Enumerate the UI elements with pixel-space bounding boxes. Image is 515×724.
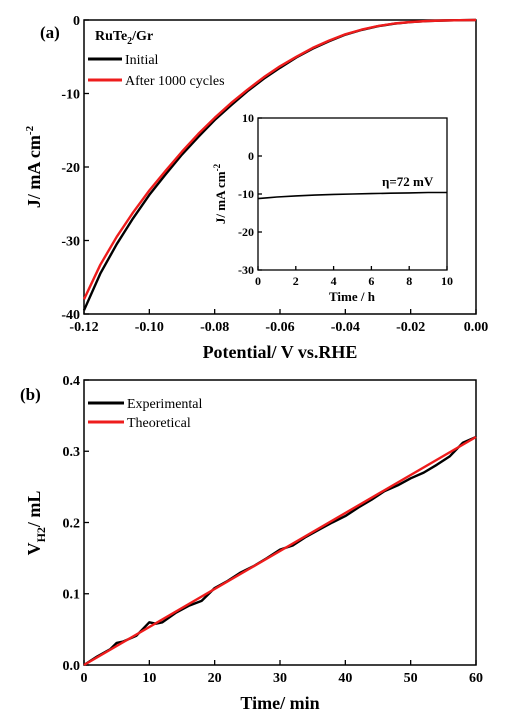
panel-b-y-axis-label-main: V xyxy=(24,542,44,555)
panel-a-y-tick-label: -20 xyxy=(61,161,80,176)
inset-x-tick-label: 8 xyxy=(406,274,412,288)
inset-x-tick-label: 4 xyxy=(331,274,337,288)
panel-a-x-tick-label: -0.10 xyxy=(135,320,164,335)
panel-b-x-tick-label: 10 xyxy=(142,671,156,686)
panel-b-legend: Experimental Theoretical xyxy=(88,397,203,431)
panel-b-y-ticks: 0.0 0.1 0.2 0.3 0.4 xyxy=(63,374,89,674)
panel-a-y-tick-label: -10 xyxy=(61,87,80,102)
panel-b-y-axis-label-rest: / mL xyxy=(24,491,44,529)
inset-y-axis-label: J/ mA cm-2 xyxy=(212,163,228,224)
panel-b-x-ticks: 0 10 20 30 40 50 60 xyxy=(81,660,483,686)
inset-x-tick-label: 2 xyxy=(293,274,299,288)
panel-b-x-axis-label: Time/ min xyxy=(240,693,319,713)
panel-a-legend-label-initial: Initial xyxy=(125,53,159,68)
inset-x-tick-label: 0 xyxy=(255,274,261,288)
panel-a: (a) -0.12 -0.10 -0.08 -0.06 -0.04 -0.02 0.00 -… xyxy=(24,14,488,362)
panel-b-y-tick-label: 0.4 xyxy=(63,374,81,389)
inset-y-tick-label: 10 xyxy=(242,111,254,125)
panel-b-series xyxy=(83,435,477,667)
panel-b-x-tick-label: 20 xyxy=(208,671,222,686)
panel-a-legend-title: RuTe2/Gr xyxy=(95,29,153,47)
panel-a-legend-title-rest: /Gr xyxy=(131,29,153,44)
panel-a-legend-label-after: After 1000 cycles xyxy=(125,74,225,89)
inset-y-tick-label: 0 xyxy=(248,149,254,163)
panel-a-x-ticks: -0.12 -0.10 -0.08 -0.06 -0.04 -0.02 0.00 xyxy=(69,309,488,335)
inset-y-axis-label-main: J/ mA cm xyxy=(213,171,228,224)
panel-a-series-line-1 xyxy=(82,18,477,300)
panel-b-y-tick-label: 0.2 xyxy=(63,516,81,531)
panel-b-series-line-1 xyxy=(83,435,477,667)
panel-a-x-tick-label: -0.08 xyxy=(200,320,229,335)
panel-a-y-axis-label: J/ mA cm-2 xyxy=(24,125,44,208)
inset-x-tick-label: 6 xyxy=(368,274,374,288)
inset-annotation: η=72 mV xyxy=(382,174,434,189)
panel-b-label: (b) xyxy=(20,385,41,404)
inset-x-tick-label: 10 xyxy=(441,274,453,288)
panel-a-y-tick-label: 0 xyxy=(73,14,80,29)
panel-b-legend-label-experimental: Experimental xyxy=(127,397,203,412)
panel-b-y-tick-label: 0.0 xyxy=(63,659,81,674)
inset-y-ticks: -30 -20 -10 0 10 xyxy=(238,111,262,277)
panel-b-y-tick-label: 0.1 xyxy=(63,588,81,603)
panel-a-x-tick-label: -0.04 xyxy=(331,320,360,335)
panel-a-legend-title-main: RuTe xyxy=(95,29,127,44)
panel-b-y-tick-label: 0.3 xyxy=(63,445,81,460)
panel-b-legend-label-theoretical: Theoretical xyxy=(127,416,191,431)
inset-y-tick-label: -10 xyxy=(238,187,254,201)
panel-b-y-axis-label-sub: H2 xyxy=(34,527,48,542)
inset-series xyxy=(257,191,447,200)
inset-x-axis-label: Time / h xyxy=(329,289,376,304)
panel-a-label: (a) xyxy=(40,23,60,42)
panel-a-legend-title-sub: 2 xyxy=(127,36,132,47)
panel-a-inset: 0 2 4 6 8 10 -30 -20 -10 0 10 η=72 mV Time / h J/… xyxy=(212,111,453,304)
inset-y-axis-label-sup: -2 xyxy=(212,163,222,171)
panel-a-x-tick-label: -0.06 xyxy=(265,320,294,335)
panel-b-y-axis-label: VH2/ mL xyxy=(24,491,48,556)
panel-a-y-tick-label: -30 xyxy=(61,234,80,249)
panel-a-y-tick-label: -40 xyxy=(61,308,80,323)
panel-a-y-axis-label-sup: -2 xyxy=(24,125,36,135)
inset-y-tick-label: -30 xyxy=(238,263,254,277)
panel-a-x-tick-label: -0.12 xyxy=(69,320,98,335)
panel-b-x-tick-label: 40 xyxy=(338,671,352,686)
inset-series-line-0 xyxy=(257,191,447,200)
panel-a-x-tick-label: -0.02 xyxy=(396,320,425,335)
inset-y-tick-label: -20 xyxy=(238,225,254,239)
panel-b-x-tick-label: 50 xyxy=(404,671,418,686)
panel-a-x-tick-label: 0.00 xyxy=(464,320,489,335)
panel-b: (b) 0 10 20 30 40 50 60 0.0 0.1 0.2 0.3 0.4 Time/ … xyxy=(20,374,483,713)
panel-b-x-tick-label: 0 xyxy=(81,671,88,686)
panel-b-x-tick-label: 60 xyxy=(469,671,483,686)
panel-b-x-tick-label: 30 xyxy=(273,671,287,686)
inset-x-ticks: 0 2 4 6 8 10 xyxy=(255,266,453,288)
panel-a-y-axis-label-main: J/ mA cm xyxy=(24,135,44,208)
panel-a-legend: RuTe2/Gr Initial After 1000 cycles xyxy=(88,29,225,89)
panel-a-x-axis-label: Potential/ V vs.RHE xyxy=(203,342,358,362)
panel-a-y-ticks: -40 -30 -20 -10 0 xyxy=(61,14,89,323)
panel-a-series xyxy=(82,18,477,311)
